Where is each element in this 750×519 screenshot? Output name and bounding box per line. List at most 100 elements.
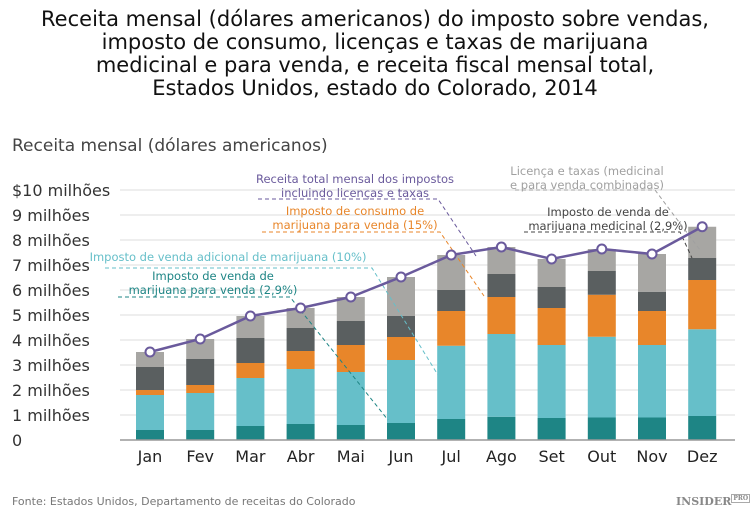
annotation-line: Imposto de consumo de xyxy=(286,204,424,218)
total-revenue-point xyxy=(144,346,156,358)
annotation-line: marijuana medicinal (2,9%) xyxy=(528,219,687,233)
annotation-leader-line xyxy=(258,198,477,257)
y-tick-label: 8 milhões xyxy=(12,231,90,250)
total-revenue-point xyxy=(495,241,507,253)
annotation-label: Imposto de venda de marijuana medicinal (… xyxy=(528,205,687,233)
bar-segment-0 xyxy=(587,417,616,440)
bar-segment-0 xyxy=(286,424,315,440)
bar-segment-1 xyxy=(688,329,717,416)
chart-title: Receita mensal (dólares americanos) do i… xyxy=(41,7,709,100)
bar-segment-2 xyxy=(688,280,717,330)
x-tick-label: Jan xyxy=(137,447,163,466)
bar-segment-1 xyxy=(487,334,516,417)
bar-segment-0 xyxy=(236,426,265,440)
annotation-label: Receita total mensal dos impostos incluin… xyxy=(256,172,454,200)
annotation-line: Licença e taxas (medicinal xyxy=(510,164,663,178)
y-tick-label: 0 xyxy=(12,431,22,450)
total-revenue-point xyxy=(395,271,407,283)
bar-segment-4 xyxy=(638,254,666,292)
bar-segment-0 xyxy=(387,423,415,440)
x-tick-label: Set xyxy=(538,447,564,466)
total-revenue-point xyxy=(546,253,558,265)
annotation-leader-line xyxy=(524,231,693,259)
total-revenue-point xyxy=(646,248,658,260)
y-tick-label: 9 milhões xyxy=(12,206,90,225)
annotation-leader-line xyxy=(515,189,701,251)
x-tick-label: Abr xyxy=(287,447,315,466)
bar-segment-1 xyxy=(537,345,566,418)
annotation-leader-line xyxy=(262,231,485,297)
bar-segment-3 xyxy=(286,328,315,351)
bar-segment-3 xyxy=(136,367,164,390)
y-tick-label: 1 milhões xyxy=(12,406,90,425)
total-revenue-point xyxy=(345,291,357,303)
bar-segment-0 xyxy=(437,419,466,440)
total-revenue-line xyxy=(149,225,703,354)
bar-segment-2 xyxy=(638,311,666,345)
x-tick-label: Mar xyxy=(235,447,266,466)
total-revenue-point xyxy=(194,333,206,345)
y-tick-label: 7 milhões xyxy=(12,256,90,275)
bar-segment-4 xyxy=(186,339,215,359)
bar-segment-1 xyxy=(437,345,466,419)
x-tick-label: Ago xyxy=(486,447,517,466)
bar-segment-0 xyxy=(487,416,516,440)
y-tick-label: 6 milhões xyxy=(12,281,90,300)
total-revenue-point xyxy=(244,310,256,322)
bar-segment-3 xyxy=(236,338,265,363)
annotation-line: marijuana para venda (2,9%) xyxy=(129,283,298,297)
annotation-label: Imposto de venda de marijuana para venda … xyxy=(129,269,298,297)
bar-segment-1 xyxy=(638,345,666,418)
x-tick-label: Mai xyxy=(337,447,365,466)
bar-segment-2 xyxy=(387,337,415,360)
annotation-line: incluindo licenças e taxas xyxy=(281,186,429,200)
bar-segment-2 xyxy=(286,351,315,369)
bar-segment-3 xyxy=(587,271,616,295)
y-tick-label: $10 milhões xyxy=(12,181,110,200)
bar-segment-4 xyxy=(387,277,415,316)
total-revenue-point xyxy=(445,249,457,261)
annotation-line: Imposto de venda de xyxy=(547,205,669,219)
bar-segment-3 xyxy=(638,291,666,311)
bar-segment-2 xyxy=(136,390,164,395)
bar-segment-1 xyxy=(587,336,616,418)
annotation-leader-line xyxy=(118,296,389,421)
bar-segment-2 xyxy=(336,345,365,372)
bar-segment-3 xyxy=(437,290,466,311)
annotation-line: Imposto de venda de xyxy=(152,269,274,283)
y-axis-label: Receita mensal (dólares americanos) xyxy=(12,136,328,156)
annotation-line: Imposto de venda adicional de marijuana … xyxy=(90,250,367,264)
insider-pro-logo: INSIDER PRO xyxy=(676,494,750,508)
bar-segment-0 xyxy=(638,417,666,440)
annotation-leader-line xyxy=(105,267,439,376)
bar-segment-3 xyxy=(537,287,566,308)
x-tick-label: Jul xyxy=(441,447,461,466)
bar-segment-0 xyxy=(186,430,215,440)
x-tick-label: Fev xyxy=(186,447,214,466)
bar-segment-2 xyxy=(537,308,566,345)
y-tick-label: 4 milhões xyxy=(12,331,90,350)
total-revenue-point xyxy=(696,221,708,233)
bar-segment-3 xyxy=(688,258,717,280)
annotation-line: marijuana para venda (15%) xyxy=(272,218,437,232)
annotation-line: e para venda combinadas) xyxy=(510,178,664,192)
bar-segment-4 xyxy=(136,352,164,367)
bar-segment-3 xyxy=(487,274,516,297)
bar-segment-0 xyxy=(136,430,164,440)
bar-segment-2 xyxy=(437,311,466,346)
bar-segment-1 xyxy=(336,372,365,425)
bar-segment-1 xyxy=(286,369,315,424)
bar-segment-0 xyxy=(688,416,717,440)
total-revenue-point xyxy=(596,243,608,255)
y-tick-label: 3 milhões xyxy=(12,356,90,375)
annotation-line: Receita total mensal dos impostos xyxy=(256,172,454,186)
bar-segment-1 xyxy=(186,393,215,430)
bar-segment-2 xyxy=(587,294,616,337)
bar-segment-1 xyxy=(387,360,415,423)
annotation-label: Imposto de venda adicional de marijuana … xyxy=(90,250,367,264)
bar-segment-0 xyxy=(537,418,566,440)
bar-segment-1 xyxy=(236,378,265,426)
bar-segment-3 xyxy=(336,321,365,345)
logo-sup: PRO xyxy=(731,494,750,504)
